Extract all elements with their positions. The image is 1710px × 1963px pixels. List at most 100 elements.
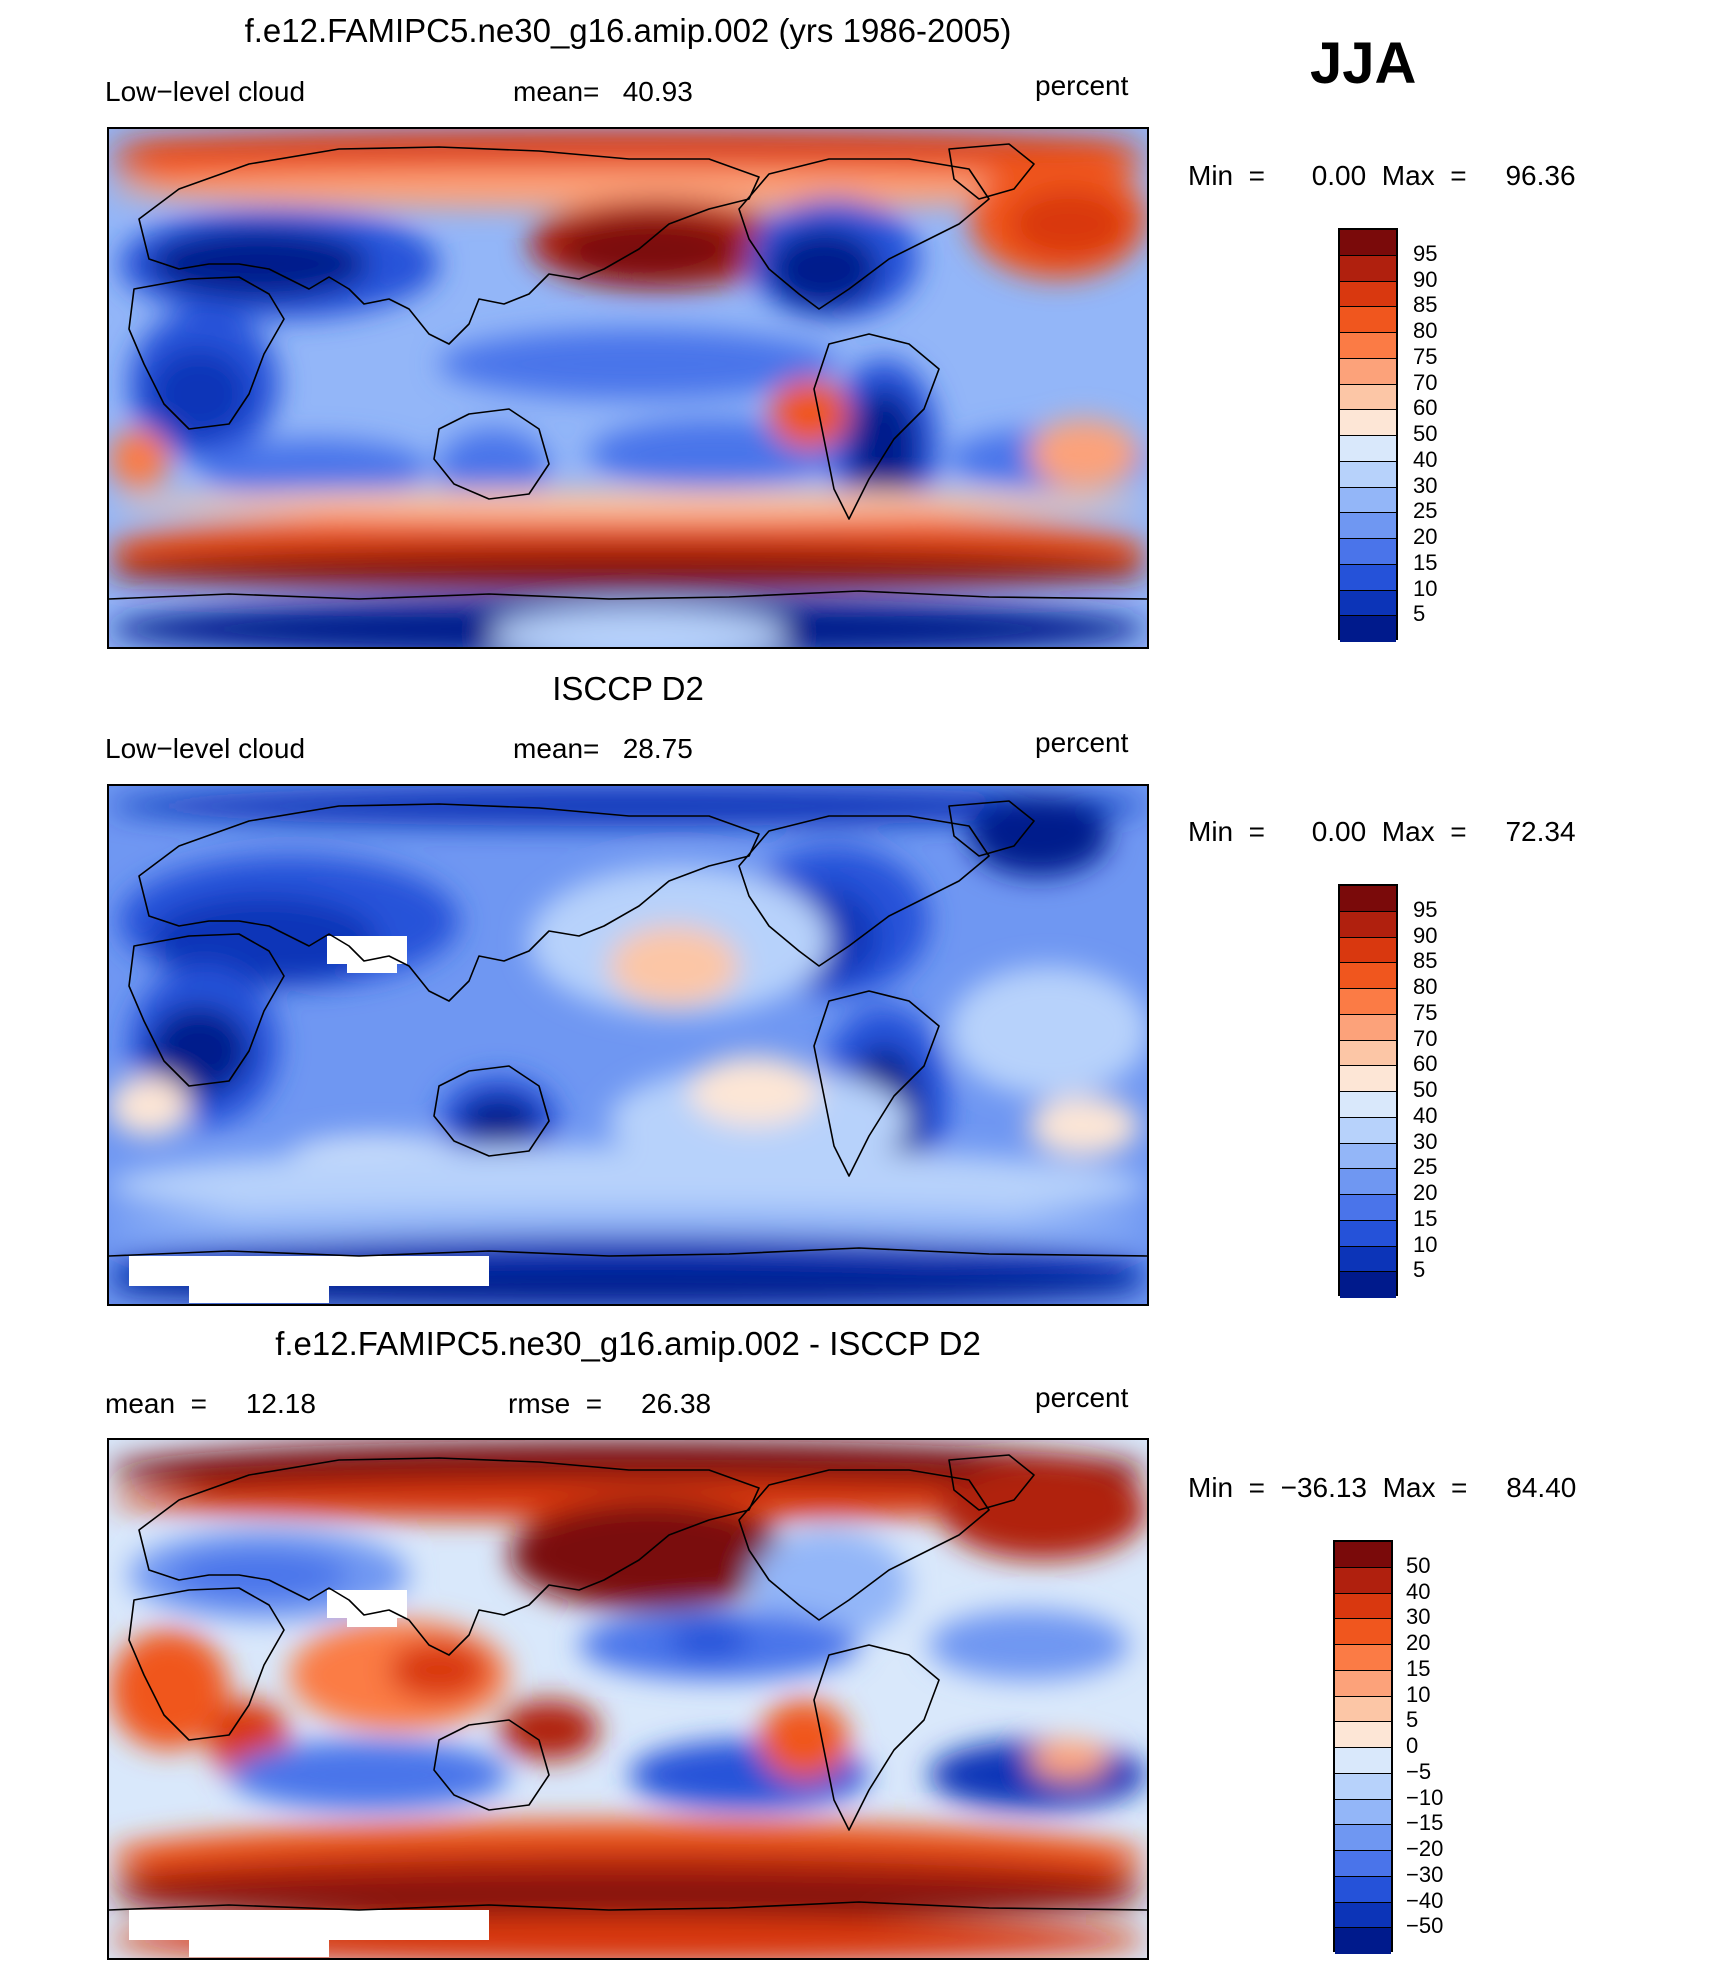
colorbar-tick-label: 70	[1413, 369, 1438, 395]
colorbar-tick-label: −10	[1406, 1784, 1444, 1810]
panel-3-mean-label: mean = 12.18	[105, 1388, 316, 1419]
colorbar-tick-label: 15	[1406, 1655, 1431, 1681]
colorbar-swatch	[1335, 1593, 1391, 1620]
colorbar-swatch	[1340, 230, 1396, 256]
colorbar-tick-label: 75	[1413, 999, 1438, 1025]
colorbar-tick-label: 80	[1413, 974, 1438, 999]
colorbar-swatch	[1340, 384, 1396, 411]
panel-1-units-label: percent	[1035, 70, 1129, 101]
colorbar-swatch	[1340, 1066, 1396, 1092]
panel-1-map	[107, 127, 1149, 649]
colorbar-tick-label: 70	[1413, 1025, 1438, 1051]
colorbar-swatch	[1340, 1195, 1396, 1221]
colorbar-tick-label: 90	[1413, 266, 1438, 292]
colorbar-swatch	[1335, 1928, 1391, 1954]
colorbar-tick-label: 50	[1413, 1077, 1438, 1102]
colorbar-tick-label: 30	[1413, 1128, 1438, 1154]
panel-1-map-image	[109, 129, 1147, 647]
colorbar-swatch	[1340, 1169, 1396, 1195]
colorbar-tick-label: 85	[1413, 292, 1438, 318]
colorbar-swatch	[1340, 1220, 1396, 1247]
panel-2-units-label: percent	[1035, 727, 1129, 758]
colorbar-tick-label: −50	[1406, 1913, 1444, 1939]
colorbar-swatch	[1340, 616, 1396, 642]
colorbar-swatch	[1335, 1851, 1391, 1877]
colorbar-tick-label: 90	[1413, 922, 1438, 948]
colorbar-swatch	[1340, 281, 1396, 308]
colorbar-swatch	[1340, 1040, 1396, 1067]
colorbar-swatch	[1340, 255, 1396, 282]
colorbar-tick-label: 0	[1406, 1733, 1419, 1758]
colorbar-swatch	[1340, 989, 1396, 1015]
colorbar-swatch	[1340, 937, 1396, 964]
colorbar-swatch	[1335, 1542, 1391, 1568]
colorbar-swatch	[1340, 487, 1396, 514]
panel-1-title: f.e12.FAMIPC5.ne30_g16.amip.002 (yrs 198…	[244, 12, 1012, 49]
panel-2-map-image	[109, 786, 1147, 1304]
colorbar-tick-label: −30	[1406, 1861, 1444, 1887]
colorbar-tick-label: 40	[1406, 1578, 1431, 1604]
colorbar-swatch	[1340, 436, 1396, 462]
colorbar-swatch	[1335, 1696, 1391, 1723]
colorbar-swatch	[1340, 1143, 1396, 1170]
colorbar-tick-label: 20	[1406, 1630, 1431, 1655]
colorbar-tick-label: 40	[1413, 1102, 1438, 1128]
colorbar-tick-label: 20	[1413, 1180, 1438, 1205]
colorbar-swatch	[1340, 358, 1396, 385]
colorbar-swatch	[1340, 1117, 1396, 1144]
panel-3-units-label: percent	[1035, 1382, 1129, 1413]
colorbar-tick-label: 5	[1413, 601, 1426, 627]
colorbar-tick-label: 60	[1413, 395, 1438, 421]
colorbar-tick-label: 80	[1413, 318, 1438, 343]
colorbar-swatch	[1340, 590, 1396, 617]
colorbar-tick-label: 75	[1413, 343, 1438, 369]
colorbar-tick-label: 40	[1413, 446, 1438, 472]
colorbar-tick-label: 10	[1413, 1231, 1438, 1257]
colorbar-swatch	[1335, 1567, 1391, 1594]
panel-1-colorbar	[1338, 228, 1398, 642]
colorbar-swatch	[1340, 307, 1396, 333]
colorbar-tick-label: 10	[1406, 1681, 1431, 1707]
panel-2-variable-label: Low−level cloud	[105, 733, 306, 764]
colorbar-tick-label: −20	[1406, 1836, 1444, 1861]
colorbar-swatch	[1340, 539, 1396, 565]
panel-3-minmax: Min = −36.13 Max = 84.40	[1188, 1472, 1577, 1503]
colorbar-tick-label: 15	[1413, 1205, 1438, 1231]
colorbar-tick-label: 30	[1413, 472, 1438, 498]
colorbar-swatch	[1340, 963, 1396, 989]
panel-2-title: ISCCP D2	[552, 670, 704, 707]
colorbar-tick-label: 20	[1413, 524, 1438, 549]
colorbar-tick-label: 25	[1413, 1154, 1438, 1180]
colorbar-swatch	[1340, 1246, 1396, 1273]
panel-2-minmax: Min = 0.00 Max = 72.34	[1188, 816, 1576, 847]
colorbar-swatch	[1335, 1645, 1391, 1671]
colorbar-tick-label: −5	[1406, 1758, 1432, 1784]
colorbar-swatch	[1335, 1722, 1391, 1748]
colorbar-swatch	[1335, 1670, 1391, 1697]
colorbar-tick-label: 25	[1413, 498, 1438, 524]
panel-1-variable-label: Low−level cloud	[105, 76, 306, 107]
colorbar-swatch	[1340, 410, 1396, 436]
panel-3-rmse-label: rmse = 26.38	[508, 1388, 712, 1419]
colorbar-tick-label: 85	[1413, 948, 1438, 974]
colorbar-tick-label: 10	[1413, 575, 1438, 601]
colorbar-swatch	[1340, 1014, 1396, 1041]
colorbar-swatch	[1335, 1748, 1391, 1774]
colorbar-swatch	[1340, 886, 1396, 912]
panel-1-minmax: Min = 0.00 Max = 96.36	[1188, 160, 1576, 191]
colorbar-tick-label: 5	[1406, 1707, 1419, 1733]
colorbar-swatch	[1340, 513, 1396, 539]
colorbar-tick-label: −15	[1406, 1810, 1444, 1836]
colorbar-tick-label: 5	[1413, 1257, 1426, 1283]
colorbar-tick-label: 15	[1413, 549, 1438, 575]
colorbar-swatch	[1340, 461, 1396, 488]
colorbar-tick-label: 95	[1413, 896, 1438, 922]
panel-2-colorbar	[1338, 884, 1398, 1298]
panel-3-map	[107, 1438, 1149, 1960]
colorbar-tick-label: 50	[1413, 421, 1438, 446]
panel-2-map	[107, 784, 1149, 1306]
colorbar-swatch	[1340, 1272, 1396, 1298]
colorbar-tick-label: 30	[1406, 1604, 1431, 1630]
panel-3-title: f.e12.FAMIPC5.ne30_g16.amip.002 - ISCCP …	[275, 1325, 981, 1362]
colorbar-swatch	[1335, 1876, 1391, 1903]
